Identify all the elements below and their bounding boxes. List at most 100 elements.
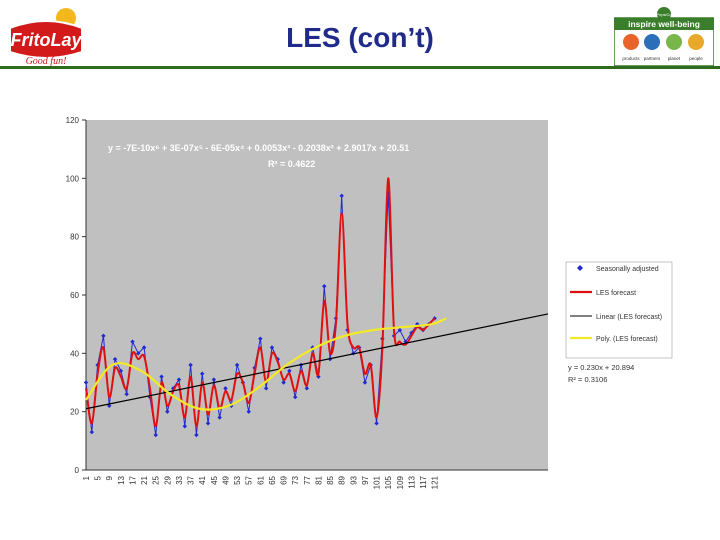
x-tick-label: 29: [163, 475, 172, 484]
chart-legend: Seasonally adjusted LES forecast Linear (L…: [565, 261, 673, 384]
logo-brand: FritoLay: [10, 30, 82, 50]
logo-tagline: Good fun!: [26, 56, 67, 66]
slide-title: LES (con’t): [286, 22, 434, 53]
pillar-people: people: [689, 56, 703, 61]
legend-marker: [577, 265, 583, 271]
data-point: [130, 339, 135, 344]
x-tick-label: 45: [210, 475, 219, 484]
linear-equation-label: y = 0.230x + 20.894: [568, 363, 634, 372]
x-tick-label: 17: [128, 475, 137, 484]
data-point: [89, 429, 95, 435]
x-tick-label: 49: [221, 475, 230, 484]
y-tick-label: 80: [70, 233, 79, 242]
data-point: [258, 336, 263, 341]
data-point: [136, 351, 141, 356]
legend-label: Seasonally adjusted: [596, 266, 659, 273]
legend-box: [565, 261, 673, 359]
data-point: [362, 380, 368, 385]
header-rule: [0, 66, 720, 69]
data-point: [374, 421, 379, 426]
data-point: [322, 284, 327, 289]
data-point: [234, 362, 240, 368]
x-tick-label: 41: [198, 475, 207, 484]
data-point: [176, 377, 182, 382]
x-tick-label: 89: [338, 475, 347, 484]
data-point: [200, 371, 205, 376]
x-tick-label: 13: [117, 475, 126, 484]
data-point: [263, 386, 269, 391]
x-tick-label: 73: [291, 475, 300, 484]
data-point: [194, 432, 199, 438]
series-linear-trend-line: [85, 313, 549, 410]
x-tick-label: 109: [396, 475, 405, 489]
y-tick-label: 40: [70, 349, 79, 358]
x-tick-label: 93: [349, 475, 358, 484]
data-point: [304, 386, 310, 391]
series-poly-trend-line: [85, 317, 447, 411]
x-tick-label: 53: [233, 475, 242, 484]
data-point: [217, 415, 222, 420]
data-point: [159, 374, 164, 379]
data-point: [246, 409, 251, 414]
x-tick-label: 21: [140, 475, 149, 484]
legend-label: Linear (LES forecast): [596, 314, 662, 321]
x-tick-label: 1: [82, 475, 91, 480]
x-tick-label: 121: [431, 475, 440, 489]
data-point: [281, 380, 286, 385]
x-tick-label: 77: [303, 475, 312, 484]
x-tick-label: 85: [326, 475, 335, 484]
people-icon: [688, 34, 704, 50]
data-point: [287, 368, 292, 374]
data-point: [293, 394, 298, 400]
planet-icon: [666, 34, 682, 50]
data-point: [83, 380, 89, 385]
products-icon: [623, 34, 639, 50]
y-tick-label: 120: [66, 116, 80, 125]
linear-r2-label: R² = 0.3106: [568, 375, 607, 384]
equation-label: y = -7E-10x⁶ + 3E-07x⁵ - 6E-05x⁴ + 0.005…: [108, 143, 409, 153]
legend-label: Poly. (LES forecast): [596, 336, 658, 343]
data-point: [211, 377, 217, 382]
plot-area: [86, 120, 548, 470]
data-point: [153, 432, 158, 438]
data-point: [101, 333, 106, 339]
data-point: [188, 362, 193, 368]
x-tick-label: 57: [245, 475, 254, 484]
legend-label: LES forecast: [596, 290, 636, 297]
x-tick-label: 81: [314, 475, 323, 484]
x-tick-label: 105: [384, 475, 393, 489]
y-tick-label: 0: [75, 466, 80, 475]
data-point: [141, 345, 147, 350]
r2-label: R² = 0.4622: [268, 159, 315, 169]
x-tick-label: 65: [268, 475, 277, 484]
data-point: [112, 356, 118, 362]
y-tick-label: 100: [66, 174, 80, 183]
partners-icon: [644, 34, 660, 50]
data-point: [124, 391, 129, 397]
x-tick-label: 61: [256, 475, 265, 484]
x-tick-label: 97: [361, 475, 370, 484]
data-point: [339, 193, 344, 199]
pillar-products: products: [622, 56, 640, 61]
pillar-partners: partners: [644, 56, 661, 61]
data-point: [107, 403, 112, 409]
x-tick-label: 5: [94, 475, 103, 480]
x-tick-label: 33: [175, 475, 184, 484]
x-tick-label: 25: [152, 475, 161, 484]
data-point: [223, 386, 228, 391]
x-tick-label: 117: [419, 475, 428, 488]
data-point: [397, 327, 403, 333]
y-tick-label: 60: [70, 291, 79, 300]
x-tick-label: 113: [407, 475, 416, 488]
data-point: [165, 409, 170, 414]
x-tick-label: 101: [373, 475, 382, 489]
y-tick-label: 20: [70, 408, 79, 417]
pillar-planet: planet: [668, 56, 681, 61]
data-point: [205, 421, 211, 426]
x-tick-label: 69: [280, 475, 289, 484]
logo-right-headline: inspire well-being: [628, 19, 700, 29]
data-point: [269, 345, 275, 350]
x-tick-label: 9: [105, 475, 114, 480]
logo-right-brand: PepsiCo: [656, 12, 672, 17]
